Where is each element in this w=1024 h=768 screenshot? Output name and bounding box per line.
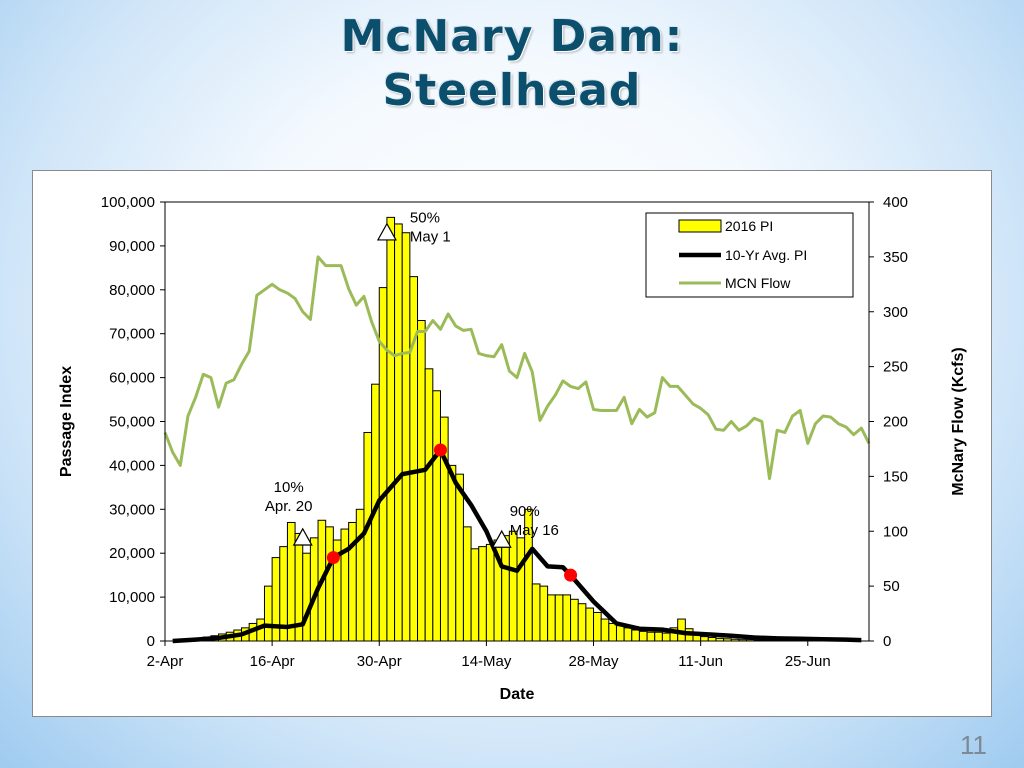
bar xyxy=(654,631,663,642)
bar xyxy=(386,216,396,642)
y-tick-label: 50,000 xyxy=(109,414,155,431)
y2-tick-label: 0 xyxy=(883,633,891,650)
slide-title-line-1: McNary Dam: xyxy=(340,11,684,62)
legend-label-mcn-flow: MCN Flow xyxy=(725,275,791,291)
y2-axis-title: McNary Flow (Kcfs) xyxy=(950,347,967,495)
x-tick-label: 16-Apr xyxy=(250,653,295,670)
bar xyxy=(608,622,617,642)
y-tick-label: 20,000 xyxy=(109,545,155,562)
y-tick-label: 100,000 xyxy=(101,194,155,211)
avg-line-10yr xyxy=(172,447,862,644)
red-dot-marker xyxy=(433,443,447,457)
bar xyxy=(286,521,296,642)
bar xyxy=(432,390,441,642)
legend-label-10yr-avg: 10-Yr Avg. PI xyxy=(725,247,807,263)
y-tick-label: 60,000 xyxy=(109,370,155,387)
bar xyxy=(615,625,625,642)
y-tick-label: 0 xyxy=(147,633,155,650)
bar xyxy=(470,548,480,642)
y2-tick-label: 50 xyxy=(883,578,900,595)
y2-tick-label: 300 xyxy=(883,304,908,321)
bar xyxy=(401,232,411,642)
bar xyxy=(577,603,587,642)
y-tick-label: 70,000 xyxy=(109,326,155,343)
bar xyxy=(478,546,487,642)
x-tick-label: 11-Jun xyxy=(678,653,723,670)
bar xyxy=(363,431,373,642)
x-tick-label: 30-Apr xyxy=(357,653,402,670)
x-tick-label: 2-Apr xyxy=(147,653,184,670)
bar xyxy=(707,636,717,642)
y-tick-label: 10,000 xyxy=(109,589,155,606)
bar xyxy=(455,473,464,642)
flow-line-mcn xyxy=(163,255,871,481)
bar xyxy=(600,618,610,642)
bar xyxy=(562,594,572,642)
bar xyxy=(516,537,526,642)
x-tick-label: 25-Jun xyxy=(785,653,831,670)
bar xyxy=(646,631,656,642)
bar xyxy=(547,594,556,642)
bar xyxy=(554,594,564,642)
red-dot-marker xyxy=(564,568,578,582)
y2-tick-label: 400 xyxy=(883,194,908,211)
bar xyxy=(631,629,640,642)
bar xyxy=(417,320,426,642)
bar xyxy=(570,598,579,642)
x-axis-title: Date xyxy=(500,686,535,703)
bar xyxy=(462,526,472,642)
bar xyxy=(485,543,495,642)
bar xyxy=(623,627,633,642)
percentile-label: May 16 xyxy=(510,522,559,539)
percentile-label: 10% xyxy=(274,479,304,496)
passage-chart: 10% Apr. 20 50% May 1 90% May 16 0 10,000 20,000… xyxy=(58,194,967,703)
chart-frame: 10% Apr. 20 50% May 1 90% May 16 0 10,000 20,000… xyxy=(32,170,992,717)
percentile-label: Apr. 20 xyxy=(265,498,313,515)
bar xyxy=(531,583,541,642)
bar xyxy=(501,535,510,642)
y2-tick-label: 100 xyxy=(883,523,908,540)
y-tick-label: 90,000 xyxy=(109,238,155,255)
y-tick-label: 40,000 xyxy=(109,457,155,474)
bar xyxy=(394,223,403,642)
bar xyxy=(263,585,273,642)
y2-tick-label: 250 xyxy=(883,359,908,376)
x-tick-label: 14-May xyxy=(461,653,512,670)
percentile-label: 90% xyxy=(510,503,540,520)
bar xyxy=(661,632,671,642)
y2-tick-label: 350 xyxy=(883,249,908,266)
legend: 2016 PI 10-Yr Avg. PI MCN Flow xyxy=(645,212,854,298)
y2-tick-label: 200 xyxy=(883,414,908,431)
page-number: 11 xyxy=(960,730,987,760)
bar xyxy=(340,528,350,642)
slide-title-line-2: Steelhead xyxy=(382,65,642,116)
legend-label-2016-pi: 2016 PI xyxy=(725,218,773,234)
bar xyxy=(355,508,365,642)
bar xyxy=(447,464,457,642)
y-tick-label: 80,000 xyxy=(109,282,155,299)
percentile-triangle-marker xyxy=(491,529,512,548)
y2-tick-label: 150 xyxy=(883,468,908,485)
bar xyxy=(325,526,334,642)
y-tick-label: 30,000 xyxy=(109,501,155,518)
legend-swatch-2016-pi xyxy=(678,219,722,233)
percentile-triangle-marker xyxy=(376,222,397,241)
bar xyxy=(539,585,549,642)
y-axis-title: Passage Index xyxy=(58,366,75,477)
bar xyxy=(593,611,602,642)
bar xyxy=(302,552,311,642)
slide-title: McNary Dam: Steelhead xyxy=(0,10,1024,118)
red-dot-marker xyxy=(326,551,340,565)
percentile-label: May 1 xyxy=(410,229,451,246)
x-tick-label: 28-May xyxy=(569,653,620,670)
bar xyxy=(424,368,434,642)
percentile-label: 50% xyxy=(410,210,440,227)
percentile-triangle-marker xyxy=(292,527,313,546)
bar xyxy=(585,607,595,642)
bar xyxy=(638,630,648,642)
bar xyxy=(700,636,709,642)
